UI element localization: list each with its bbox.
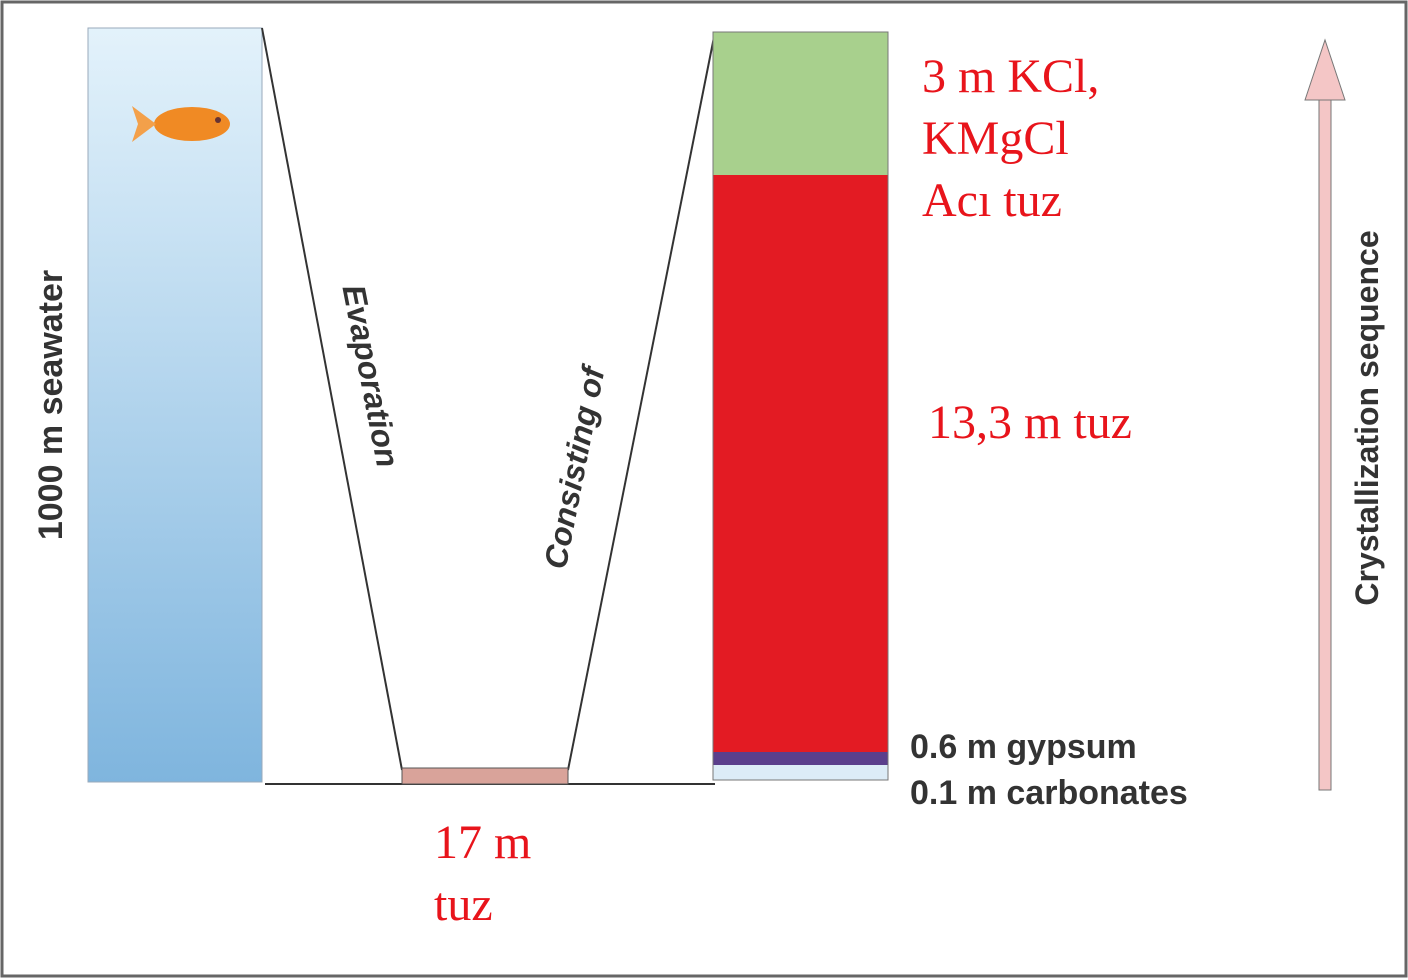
gypsum-label: 0.6 m gypsum	[910, 728, 1137, 766]
salt-label: 17 m	[434, 816, 531, 869]
halite-label: 13,3 m tuz	[928, 396, 1132, 449]
potash-label: 3 m KCl,	[922, 50, 1099, 103]
potash-label: KMgCl	[922, 112, 1069, 165]
sequence-arrow	[1317, 40, 1333, 790]
seawater-column	[88, 28, 262, 782]
page: 1000 m seawater Evaporation Consisting o…	[0, 0, 1408, 980]
potash-layer	[713, 32, 888, 175]
carbonates-label: 0.1 m carbonates	[910, 774, 1188, 812]
carbonate-layer	[713, 765, 888, 780]
gypsum-layer	[713, 752, 888, 765]
halite-layer	[713, 175, 888, 752]
sequence-label: Crystallization sequence	[1349, 230, 1385, 605]
salt-layer	[402, 768, 568, 784]
salt-label: tuz	[434, 878, 493, 931]
diagram: 1000 m seawater Evaporation Consisting o…	[0, 0, 1408, 980]
potash-label: Acı tuz	[922, 174, 1062, 227]
seawater-label: 1000 m seawater	[32, 270, 70, 540]
